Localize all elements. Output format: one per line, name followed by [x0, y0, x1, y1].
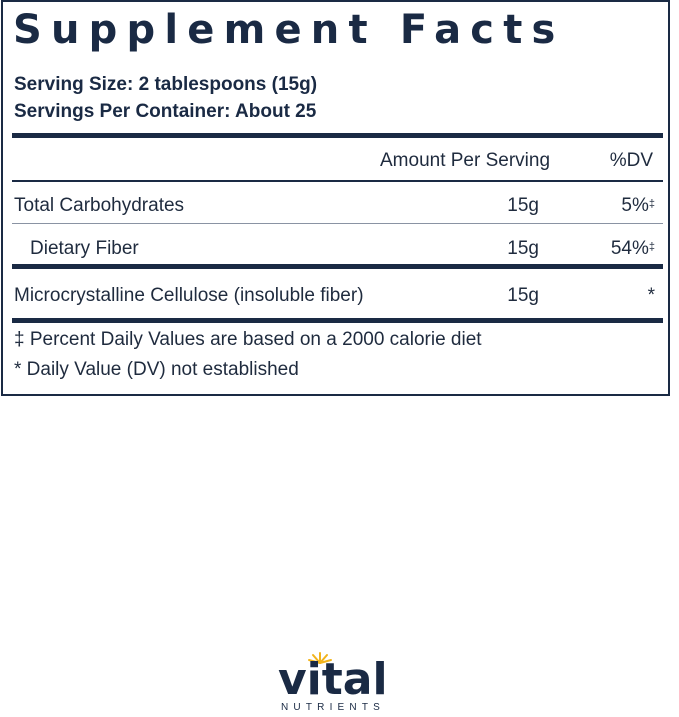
dv-dagger-mark: ‡	[648, 198, 655, 210]
row-name-microcrystalline-cellulose: Microcrystalline Cellulose (insoluble fi…	[14, 285, 364, 306]
row-name-total-carbohydrates: Total Carbohydrates	[14, 195, 185, 216]
footnote-percent-dv: ‡ Percent Daily Values are based on a 20…	[14, 329, 482, 350]
dv-dagger-mark: ‡	[648, 241, 655, 253]
footnote-dv-not-established: * Daily Value (DV) not established	[14, 359, 299, 380]
sun-rays-icon	[308, 652, 332, 664]
row-dv-dietary-fiber: 54%‡	[583, 238, 655, 260]
supplement-facts-panel: Supplement Facts Serving Size: 2 tablesp…	[1, 0, 670, 396]
row-amount-dietary-fiber: 15g	[507, 238, 539, 259]
brand-logo-subline: NUTRIENTS	[281, 702, 386, 713]
brand-logo-wordmark: vital	[278, 654, 388, 705]
header-dv: %DV	[609, 150, 653, 171]
header-amount-per-serving: Amount Per Serving	[380, 150, 551, 171]
thick-divider	[12, 133, 663, 138]
panel-title: Supplement Facts	[13, 7, 565, 53]
servings-per-container: Servings Per Container: About 25	[14, 101, 317, 122]
row-amount-total-carbohydrates: 15g	[507, 195, 539, 216]
row-dv-microcrystalline-cellulose: *	[647, 285, 655, 306]
header-divider	[12, 180, 663, 182]
dv-value: 5%	[621, 195, 649, 216]
dv-value: 54%	[610, 238, 649, 259]
serving-size: Serving Size: 2 tablespoons (15g)	[14, 74, 318, 95]
thick-divider	[12, 318, 663, 323]
thick-divider	[12, 264, 663, 269]
row-name-dietary-fiber: Dietary Fiber	[30, 238, 139, 259]
row-amount-microcrystalline-cellulose: 15g	[507, 285, 539, 306]
row-dv-total-carbohydrates: 5%‡	[583, 195, 655, 217]
row-divider	[12, 223, 663, 224]
